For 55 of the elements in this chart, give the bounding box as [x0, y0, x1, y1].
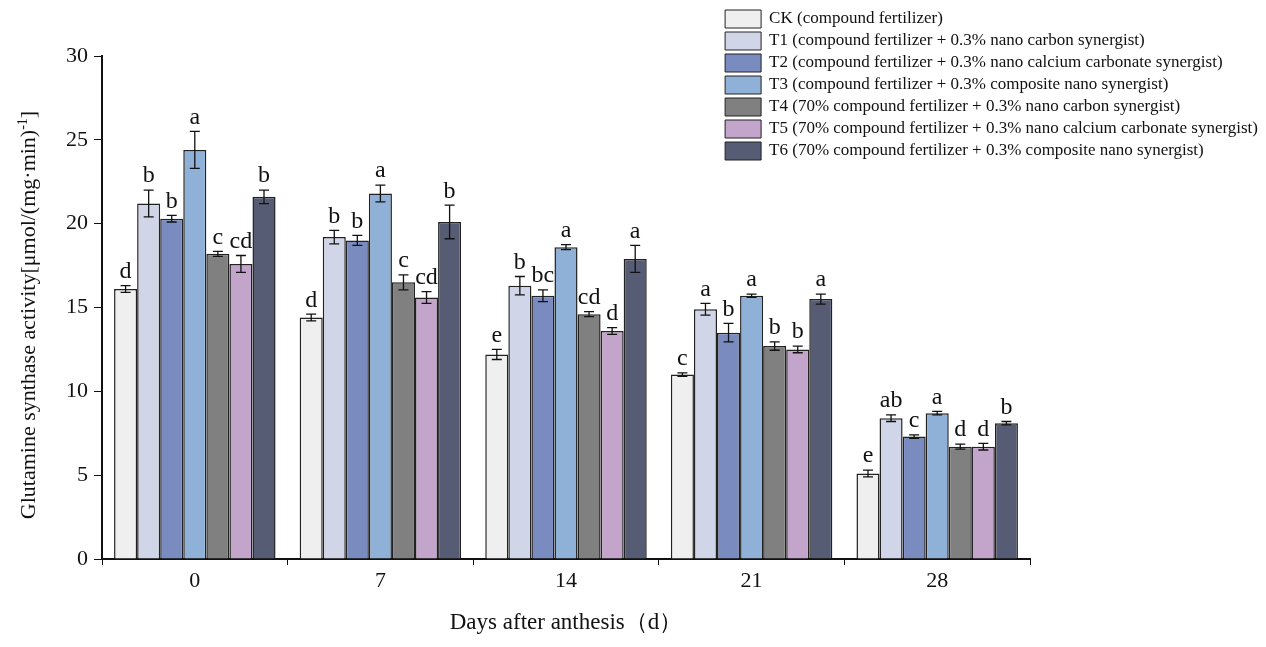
data-label: a [746, 265, 758, 292]
data-label: e [491, 320, 503, 347]
data-label: d [119, 257, 132, 283]
y-tick-label: 10 [66, 377, 88, 403]
data-label: b [258, 161, 270, 188]
data-label: cd [577, 282, 601, 309]
y-tick-label: 5 [77, 460, 88, 486]
data-label: a [700, 274, 712, 301]
data-label: c [908, 406, 920, 433]
y-tick-label: 0 [77, 544, 88, 570]
legend-label: T2 (compound fertilizer + 0.3% nano calcium carbonate synergist) [769, 52, 1223, 72]
data-label: d [977, 414, 990, 441]
y-tick-label: 25 [66, 125, 88, 151]
data-label: b [768, 313, 781, 340]
data-label: a [560, 215, 572, 242]
data-label: a [931, 382, 943, 409]
data-label: b [513, 247, 526, 274]
data-label: c [677, 344, 688, 371]
x-tick-label: 0 [189, 566, 201, 592]
x-tick-label: 7 [374, 566, 386, 592]
y-tick-label: 30 [66, 41, 88, 67]
y-tick-label: 15 [66, 293, 88, 319]
x-tick-label: 21 [740, 566, 763, 592]
data-label: b [142, 161, 155, 188]
x-tick-label: 28 [926, 566, 949, 592]
data-label: b [791, 317, 804, 344]
data-label: cd [229, 226, 253, 253]
data-label: a [629, 216, 641, 243]
x-axis-title: Days after anthesis（d） [449, 609, 683, 635]
data-label: d [305, 285, 318, 312]
data-label: b [722, 294, 735, 321]
data-label: b [328, 201, 341, 228]
data-label: b [351, 206, 364, 233]
data-label: bc [531, 261, 555, 288]
data-label: a [815, 265, 827, 292]
data-label: c [212, 222, 224, 249]
legend-label: T5 (70% compound fertilizer + 0.3% nano calcium carbonate synergist) [769, 118, 1259, 138]
x-tick-label: 14 [555, 566, 577, 592]
legend-label: T4 (70% compound fertilizer + 0.3% nano carbon synergist) [769, 96, 1181, 116]
data-label: d [606, 298, 619, 325]
data-label: d [954, 415, 967, 442]
legend-label: CK (compound fertilizer) [769, 8, 943, 28]
data-label: cd [415, 262, 438, 289]
legend-label: T1 (compound fertilizer + 0.3% nano carbon synergist) [769, 30, 1145, 50]
legend-label: T6 (70% compound fertilizer + 0.3% composite nano synergist) [769, 140, 1204, 160]
y-tick-label: 20 [66, 209, 88, 235]
data-label: b [443, 176, 456, 203]
data-label: c [398, 246, 409, 273]
data-label: e [862, 441, 874, 468]
data-label: a [189, 102, 201, 129]
data-label: b [1000, 392, 1013, 419]
data-label: b [165, 186, 178, 213]
data-label: ab [879, 386, 903, 413]
legend-label: T3 (compound fertilizer + 0.3% composite nano synergist) [769, 74, 1169, 94]
data-label: a [375, 156, 387, 183]
